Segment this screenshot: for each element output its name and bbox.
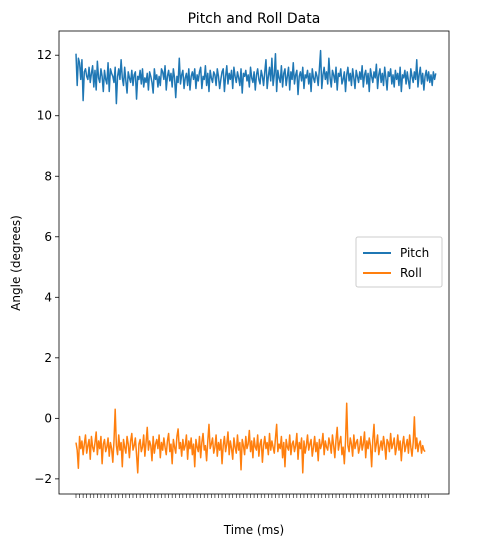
chart-title: Pitch and Roll Data — [188, 11, 321, 27]
legend: Pitch Roll — [355, 236, 443, 288]
y-tick-label: −2 — [34, 472, 52, 486]
series-line-roll — [75, 402, 426, 474]
x-axis-label: Time (ms) — [223, 523, 285, 537]
y-tick-label: 0 — [44, 411, 52, 425]
x-axis-ticks — [75, 494, 429, 498]
y-axis-label: Angle (degrees) — [9, 215, 23, 311]
y-tick-label: 8 — [44, 169, 52, 183]
y-tick-label: 12 — [37, 48, 52, 62]
y-axis-ticks: −2 0 2 4 6 8 10 12 — [34, 48, 59, 486]
y-tick-label: 6 — [44, 230, 52, 244]
legend-box — [355, 236, 443, 288]
y-tick-label: 10 — [37, 109, 52, 123]
legend-label-pitch: Pitch — [400, 246, 429, 260]
legend-label-roll: Roll — [400, 266, 422, 280]
series-line-pitch — [75, 49, 437, 105]
series-lines — [75, 49, 437, 474]
y-tick-label: 4 — [44, 290, 52, 304]
y-tick-label: 2 — [44, 351, 52, 365]
